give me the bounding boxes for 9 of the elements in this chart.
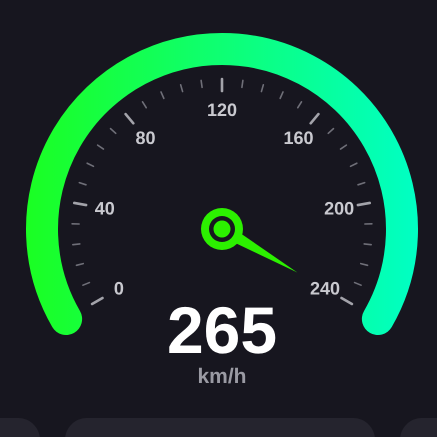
text: km/h (197, 365, 247, 388)
text: 200 (324, 198, 354, 218)
text: 80 (135, 128, 156, 148)
text: 40 (94, 198, 115, 218)
text: 240 (310, 278, 340, 298)
data-label: 265 (166, 293, 278, 367)
text: 120 (206, 100, 238, 120)
text: 0 (114, 278, 124, 298)
text: 160 (283, 128, 314, 148)
